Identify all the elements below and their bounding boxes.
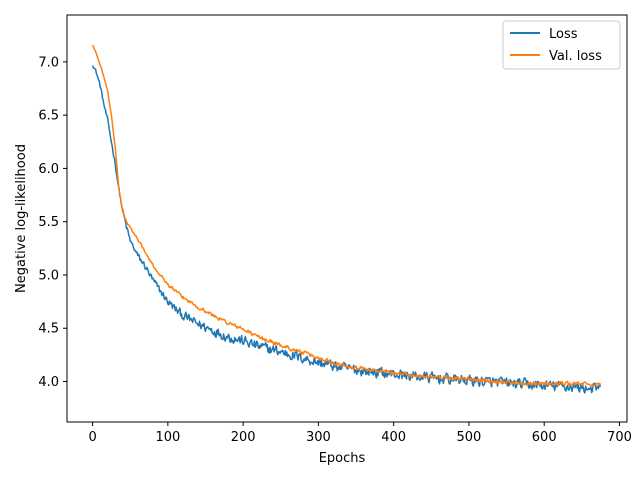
y-tick-label: 7.0 — [38, 55, 59, 70]
x-tick-label: 700 — [607, 430, 632, 445]
y-axis-label: Negative log-likelihood — [14, 144, 29, 293]
x-tick-label: 600 — [532, 430, 557, 445]
x-tick-label: 500 — [457, 430, 482, 445]
series-line-loss — [91, 65, 602, 394]
y-tick-label: 6.5 — [38, 109, 59, 124]
x-tick-label: 100 — [155, 430, 180, 445]
legend: Loss Val. loss — [502, 20, 621, 70]
y-tick-label: 4.5 — [38, 322, 59, 337]
x-axis-label: Epochs — [319, 451, 366, 466]
y-tick-label: 5.0 — [38, 268, 59, 283]
legend-label-val-loss: Val. loss — [549, 49, 602, 64]
series-line-val-loss — [91, 44, 602, 388]
series-layer — [91, 44, 602, 394]
x-tick-label: 200 — [231, 430, 256, 445]
x-tick-label: 0 — [88, 430, 96, 445]
y-tick-label: 6.0 — [38, 162, 59, 177]
y-tick-label: 4.0 — [38, 375, 59, 390]
legend-label-loss: Loss — [549, 27, 578, 42]
y-tick-label: 5.5 — [38, 215, 59, 230]
x-tick-label: 400 — [381, 430, 406, 445]
y-axis: 4.0 4.5 5.0 5.5 6.0 6.5 7.0 — [38, 55, 67, 390]
plot-frame — [66, 14, 628, 423]
x-axis: 0 100 200 300 400 500 600 700 — [88, 422, 632, 445]
x-tick-label: 300 — [306, 430, 331, 445]
